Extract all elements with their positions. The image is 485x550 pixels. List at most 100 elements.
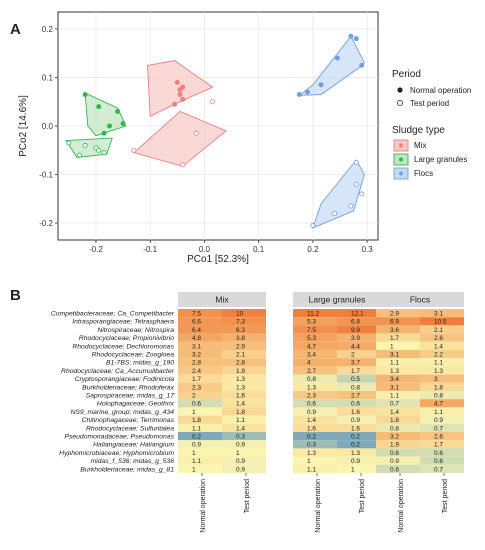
heatmap-cell (293, 399, 337, 408)
legend-period-title: Period (392, 69, 421, 80)
pcoa-point (96, 104, 102, 110)
panel-label-a: A (10, 21, 21, 38)
heatmap-cell (178, 309, 222, 318)
heatmap-cell-value: 2 (192, 393, 196, 400)
heatmap-row-label: Burkholderiaceae; Rhodoferax (82, 384, 174, 391)
heatmap-cell-value: 3.8 (236, 335, 245, 342)
heatmap-cell (337, 423, 381, 432)
heatmap-cell-value: 1.3 (307, 450, 316, 457)
heatmap-row-label: Burkholderiaceae; midas_g_81 (80, 466, 174, 473)
pcoa-point (180, 84, 186, 90)
pcoa-point (359, 191, 365, 197)
heatmap-cell (376, 415, 420, 424)
heatmap-row-label: Haliangiaceae; Haliangium (93, 442, 174, 449)
heatmap-cell (178, 391, 222, 400)
legend-filled-dot-icon (397, 87, 403, 93)
heatmap-cell-value: 1.1 (192, 425, 201, 432)
heatmap-row-label: Rhodocyclaceae; Dechloromonas (72, 343, 174, 350)
heatmap-cell (293, 382, 337, 391)
heatmap-cell (178, 407, 222, 416)
heatmap-cell (222, 350, 266, 359)
heatmap-cell-value: 1.3 (390, 368, 399, 375)
legend-sludge-item-large-granules: Large granules (414, 155, 467, 164)
heatmap-cell-value: 0.3 (307, 442, 316, 449)
heatmap-cell-value: 5.3 (307, 335, 316, 342)
heatmap-cell-value: 2.1 (434, 327, 443, 334)
heatmap-cell (293, 366, 337, 375)
heatmap-cell (222, 374, 266, 383)
pcoa-point (318, 82, 324, 88)
heatmap-cell-value: 1.4 (390, 409, 399, 416)
heatmap-cell-value: 1.7 (192, 376, 201, 383)
heatmap-cell (376, 350, 420, 359)
pcoa-y-tick-label: -0.1 (39, 171, 53, 180)
heatmap-cell (420, 309, 464, 318)
heatmap-cell-value: 7.5 (192, 311, 201, 318)
heatmap-cell (178, 341, 222, 350)
heatmap-cell (420, 399, 464, 408)
heatmap-cell (222, 333, 266, 342)
pcoa-point (174, 79, 180, 85)
heatmap-cell-value: 0.6 (434, 450, 443, 457)
heatmap-cell (337, 382, 381, 391)
heatmap-row-label: Competibacteraceae; Ca_Competibacter (51, 311, 175, 318)
heatmap-row-label: Saprospiraceae; midas_g_17 (86, 393, 175, 400)
heatmap-column-label: Normal operation (200, 479, 207, 533)
heatmap-cell-value: 2.8 (236, 360, 245, 367)
pcoa-x-tick-label: 0.1 (253, 245, 265, 254)
heatmap-cell-value: 1.9 (236, 368, 245, 375)
heatmap-cell (222, 456, 266, 465)
heatmap-cell (376, 391, 420, 400)
heatmap-cell-value: 1.3 (236, 384, 245, 391)
heatmap-cell-value: 1.7 (351, 368, 360, 375)
heatmap-cell-value: 1 (307, 458, 311, 465)
heatmap-cell-value: 1.6 (351, 425, 360, 432)
heatmap-cell-value: 1 (192, 450, 196, 457)
heatmap-row-label: midas_f_536; midas_g_536 (90, 458, 174, 465)
heatmap-cell (376, 358, 420, 367)
heatmap-cell-value: 1.1 (236, 417, 245, 424)
heatmap-cell (293, 423, 337, 432)
heatmap-cell (178, 423, 222, 432)
heatmap-cell-value: 1.3 (307, 384, 316, 391)
heatmap-cell-value: 0.6 (390, 466, 399, 473)
heatmap-cell (337, 366, 381, 375)
heatmap-cell (420, 432, 464, 441)
heatmap-cell-value: 2.3 (307, 393, 316, 400)
heatmap-cell (293, 415, 337, 424)
heatmap-cell (293, 333, 337, 342)
heatmap-cell (222, 407, 266, 416)
heatmap-cell (376, 448, 420, 457)
heatmap-cell (376, 374, 420, 383)
legend-sludge-dot-icon (399, 171, 403, 176)
heatmap-cell-value: 2.9 (236, 343, 245, 350)
heatmap-cell-value: 2.4 (192, 368, 201, 375)
pcoa-point (120, 121, 126, 127)
heatmap-cell (420, 407, 464, 416)
heatmap-cell (178, 325, 222, 334)
heatmap-cell-value: 7.3 (236, 319, 245, 326)
pcoa-y-ticks: -0.2 -0.1 0.0 0.1 0.2 (39, 25, 58, 228)
heatmap-cell-value: 2.3 (192, 384, 201, 391)
heatmap-cell-value: 1.6 (351, 409, 360, 416)
heatmap-cell-value: 2.9 (390, 311, 399, 318)
pcoa-hull (84, 92, 127, 137)
heatmap-cell-value: 0.6 (307, 401, 316, 408)
heatmap-cell (376, 456, 420, 465)
heatmap-cell (337, 407, 381, 416)
heatmap-cell-value: 0.7 (434, 466, 443, 473)
heatmap-cell (178, 456, 222, 465)
heatmap-row-label: Hyphomicrobiaceae; Hyphomicrobium (59, 450, 174, 457)
heatmap-cell (376, 432, 420, 441)
pcoa-x-tick-label: -0.2 (89, 245, 103, 254)
heatmap-cell (222, 464, 266, 473)
heatmap-cell-value: 3.9 (351, 335, 360, 342)
pcoa-point (296, 91, 302, 97)
heatmap-cell (376, 341, 420, 350)
pcoa-y-tick-label: 0.2 (42, 25, 54, 34)
heatmap-cell (178, 358, 222, 367)
heatmap-column-label: Normal operation (398, 479, 405, 533)
pcoa-hull (312, 159, 365, 229)
heatmap-cell-value: 12.1 (351, 311, 364, 318)
